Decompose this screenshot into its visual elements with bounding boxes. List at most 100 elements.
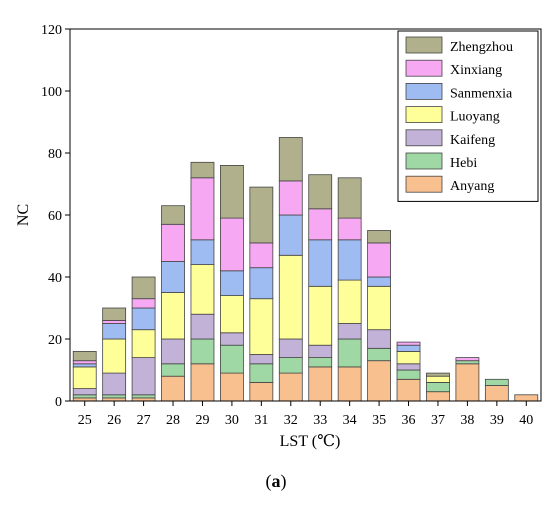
legend-label-xinxiang: Xinxiang (450, 63, 502, 78)
x-tick-label: 33 (313, 413, 327, 428)
bar-segment-sanmenxia-25 (72, 363, 97, 368)
bar-segment-luoyang-27 (131, 329, 156, 359)
bar-segment-zhengzhou-30 (220, 164, 244, 219)
bar-segment-hebi-28 (161, 363, 185, 377)
bar-segment-xinxiang-26 (102, 319, 127, 324)
x-tick-label: 31 (254, 413, 268, 428)
bar-segment-kaifeng-30 (220, 332, 244, 346)
bar-segment-sanmenxia-34 (337, 239, 362, 281)
bar-segment-zhengzhou-37 (426, 372, 450, 377)
bar-segment-anyang-36 (396, 378, 421, 402)
bar-segment-zhengzhou-33 (308, 174, 333, 210)
bar-segment-luoyang-31 (249, 298, 274, 355)
bar-segment-kaifeng-31 (249, 354, 274, 365)
legend-label-kaifeng: Kaifeng (450, 133, 495, 148)
bar-segment-sanmenxia-35 (367, 276, 391, 287)
bar-segment-anyang-38 (455, 363, 480, 402)
bar-segment-anyang-37 (426, 391, 450, 402)
x-tick-label: 36 (402, 413, 416, 428)
bar-segment-luoyang-34 (337, 279, 362, 324)
bar-segment-xinxiang-30 (220, 217, 244, 272)
bar-segment-kaifeng-29 (190, 313, 215, 340)
bar-segment-anyang-34 (337, 366, 362, 402)
bar-segment-sanmenxia-36 (396, 344, 421, 352)
bar-segment-sanmenxia-31 (249, 267, 274, 300)
x-axis-title: LST (℃) (280, 433, 341, 450)
bar-segment-zhengzhou-27 (131, 276, 156, 300)
bar-segment-zhengzhou-29 (190, 161, 215, 179)
bar-segment-anyang-35 (367, 360, 391, 402)
bar-segment-luoyang-29 (190, 264, 215, 315)
bar-segment-hebi-25 (72, 394, 97, 399)
bar-segment-luoyang-36 (396, 350, 421, 365)
bar-segment-hebi-32 (278, 357, 303, 374)
bar-segment-anyang-28 (161, 375, 185, 402)
legend-swatch-hebi (405, 152, 443, 170)
y-tick-label: 20 (48, 333, 62, 348)
bar-segment-xinxiang-38 (455, 357, 480, 362)
bar-segment-hebi-26 (102, 394, 127, 399)
bar-segment-hebi-29 (190, 338, 215, 365)
x-tick-label: 32 (284, 413, 298, 428)
legend-label-luoyang: Luoyang (450, 110, 500, 125)
caption-close-paren: ) (281, 471, 287, 492)
legend: Zhengzhou Xinxiang Sanmenxia Luoyang Kaifeng… (397, 30, 539, 202)
y-tick-label: 80 (48, 147, 62, 162)
x-tick-label: 25 (78, 413, 92, 428)
legend-label-sanmenxia: Sanmenxia (450, 86, 513, 101)
bar-segment-kaifeng-36 (396, 363, 421, 371)
legend-swatch-luoyang (405, 106, 443, 123)
bar-segment-hebi-37 (426, 381, 450, 393)
bar-segment-anyang-39 (484, 385, 509, 402)
bar-segment-anyang-32 (278, 372, 303, 402)
bar-segment-anyang-33 (308, 366, 333, 402)
bar-segment-hebi-34 (337, 338, 362, 368)
legend-swatch-kaifeng (405, 129, 443, 147)
bar-segment-luoyang-33 (308, 285, 333, 346)
bar-segment-anyang-29 (190, 363, 215, 402)
bar-segment-sanmenxia-26 (102, 323, 127, 340)
bar-segment-anyang-30 (220, 372, 244, 402)
bar-segment-sanmenxia-27 (131, 307, 156, 331)
bar-segment-hebi-33 (308, 357, 333, 368)
bar-segment-sanmenxia-33 (308, 239, 333, 287)
bar-segment-luoyang-37 (426, 375, 450, 383)
bar-segment-hebi-31 (249, 363, 274, 383)
bar-segment-kaifeng-25 (72, 388, 97, 396)
bar-segment-kaifeng-27 (131, 357, 156, 396)
bar-segment-xinxiang-32 (278, 180, 303, 216)
bar-segment-hebi-35 (367, 347, 391, 362)
bar-segment-zhengzhou-31 (249, 186, 274, 244)
bar-segment-kaifeng-33 (308, 344, 333, 359)
legend-label-hebi: Hebi (450, 156, 477, 171)
x-tick-label: 38 (460, 413, 474, 428)
caption-letter: a (272, 471, 281, 491)
bar-segment-anyang-31 (249, 381, 274, 402)
y-tick-label: 0 (55, 395, 62, 410)
bar-segment-hebi-38 (455, 360, 480, 365)
legend-swatch-sanmenxia (405, 83, 443, 100)
bar-segment-kaifeng-34 (337, 323, 362, 340)
x-tick-label: 26 (107, 413, 121, 428)
x-tick-label: 40 (519, 413, 533, 428)
y-axis-title: NC (15, 204, 32, 226)
x-tick-label: 28 (166, 413, 180, 428)
bar-segment-luoyang-30 (220, 295, 244, 334)
legend-swatch-anyang (405, 175, 443, 193)
x-tick-label: 34 (343, 413, 357, 428)
bar-segment-kaifeng-35 (367, 329, 391, 349)
legend-label-anyang: Anyang (450, 179, 494, 194)
bar-segment-xinxiang-29 (190, 177, 215, 241)
bar-segment-xinxiang-35 (367, 242, 391, 278)
x-tick-label: 27 (137, 413, 151, 428)
bar-segment-zhengzhou-25 (72, 350, 97, 362)
bar-segment-kaifeng-26 (102, 372, 127, 396)
figure-caption: (a) (266, 471, 287, 492)
bar-segment-xinxiang-31 (249, 242, 274, 269)
y-tick-label: 120 (41, 23, 62, 38)
bar-segment-luoyang-32 (278, 254, 303, 340)
bar-segment-zhengzhou-28 (161, 205, 185, 225)
bar-segment-hebi-30 (220, 344, 244, 374)
